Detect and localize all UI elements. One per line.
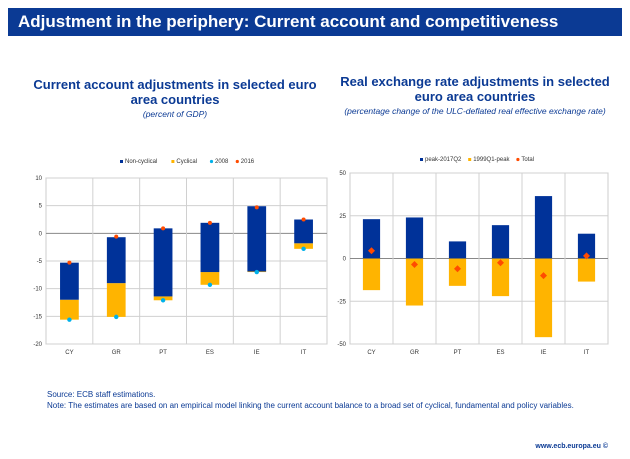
legend-swatch — [420, 158, 423, 161]
bar-non-cyclical — [153, 228, 173, 297]
y-tick-label: 0 — [343, 257, 347, 263]
bar-peak-2017q2 — [362, 219, 381, 259]
source-text: Source: ECB staff estimations. — [47, 390, 156, 399]
legend-label: Total — [521, 157, 534, 163]
note-text: Note: The estimates are based on an empi… — [47, 400, 574, 410]
x-tick-label: IE — [254, 350, 260, 356]
legend-label: peak-2017Q2 — [425, 157, 462, 163]
y-tick-label: -5 — [37, 259, 43, 265]
left-chart-title: Current account adjustments in selected … — [33, 77, 317, 107]
y-tick-label: 25 — [339, 214, 346, 220]
point-2016 — [254, 205, 259, 210]
y-tick-label: -15 — [33, 314, 42, 320]
point-total — [540, 272, 547, 280]
legend-swatch — [120, 160, 123, 163]
y-tick-label: 10 — [35, 176, 42, 182]
x-tick-label: PT — [159, 350, 167, 356]
point-total — [497, 259, 504, 267]
x-tick-label: GR — [112, 350, 122, 356]
point-total — [454, 265, 461, 273]
bar-1999q1-peak — [405, 258, 424, 306]
bar-1999q1-peak — [362, 258, 381, 291]
point-2016 — [114, 234, 119, 239]
bar-peak-2017q2 — [405, 217, 424, 259]
x-tick-label: IT — [301, 350, 307, 356]
x-tick-label: CY — [65, 350, 73, 356]
bar-cyclical — [294, 243, 313, 249]
slide-header: Adjustment in the periphery: Current acc… — [8, 8, 622, 36]
x-tick-label: IT — [584, 350, 590, 356]
bar-peak-2017q2 — [577, 233, 596, 259]
x-tick-label: PT — [454, 350, 462, 356]
point-2008 — [207, 282, 213, 287]
legend-swatch — [468, 158, 472, 161]
point-2008 — [67, 317, 72, 322]
x-tick-label: ES — [496, 350, 504, 356]
bar-peak-2017q2 — [491, 225, 510, 259]
x-tick-label: GR — [410, 350, 420, 356]
point-total — [583, 252, 590, 260]
point-2008 — [254, 269, 259, 275]
y-tick-label: -50 — [337, 342, 346, 348]
legend-label: Non-cyclical — [125, 159, 157, 165]
point-2008 — [114, 314, 119, 320]
legend-swatch — [209, 159, 214, 164]
footer-notes: Source: ECB staff estimations. Note: The… — [47, 390, 607, 411]
x-tick-label: ES — [206, 350, 214, 356]
bar-peak-2017q2 — [534, 196, 553, 259]
point-2016 — [301, 217, 306, 222]
legend-label: 2008 — [215, 159, 229, 165]
legend-label: 2016 — [241, 159, 255, 165]
bar-1999q1-peak — [577, 258, 596, 282]
legend-label: Cyclical — [176, 159, 197, 165]
bar-cyclical — [200, 272, 220, 285]
bar-cyclical — [60, 299, 79, 320]
ecb-url: www.ecb.europa.eu © — [535, 443, 608, 450]
bar-non-cyclical — [200, 222, 220, 273]
point-2008 — [160, 298, 166, 303]
left-chart-subtitle: (percent of GDP) — [142, 109, 208, 119]
bar-non-cyclical — [60, 262, 79, 300]
bar-cyclical — [106, 283, 126, 317]
point-total — [411, 260, 418, 268]
bar-1999q1-peak — [491, 258, 510, 297]
right-chart-title: Real exchange rate adjustments in select… — [340, 74, 610, 104]
legend-swatch — [171, 160, 175, 163]
legend-swatch — [516, 157, 520, 162]
bar-1999q1-peak — [534, 258, 553, 338]
y-tick-label: 50 — [339, 171, 346, 177]
x-tick-label: CY — [367, 350, 375, 356]
right-chart-subtitle: (percentage change of the ULC-deflated r… — [344, 106, 606, 116]
y-tick-label: 5 — [39, 204, 43, 210]
y-tick-label: -10 — [33, 287, 42, 293]
legend-label: 1999Q1-peak — [473, 157, 510, 163]
point-2016 — [207, 220, 212, 225]
point-2016 — [161, 226, 166, 231]
y-tick-label: 0 — [39, 231, 43, 237]
y-tick-label: -25 — [337, 299, 346, 305]
x-tick-label: IE — [541, 350, 547, 356]
point-total — [368, 247, 375, 255]
bar-non-cyclical — [106, 237, 126, 284]
bar-non-cyclical — [294, 219, 313, 244]
point-2008 — [301, 246, 306, 252]
point-2016 — [67, 260, 72, 265]
bar-peak-2017q2 — [448, 241, 467, 259]
bar-non-cyclical — [247, 206, 267, 272]
legend-swatch — [235, 159, 239, 164]
y-tick-label: -20 — [33, 342, 42, 348]
